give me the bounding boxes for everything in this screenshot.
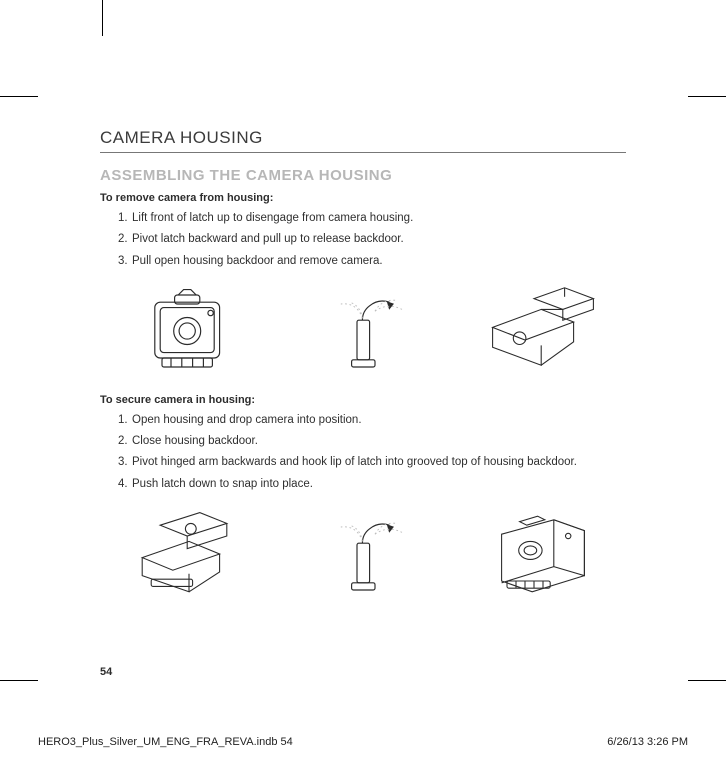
- figure-housing-closed-front: [463, 509, 622, 599]
- figure-housing-front-latch: [110, 286, 269, 376]
- list-item: 1.Lift front of latch up to disengage fr…: [118, 210, 626, 227]
- list-item: 3.Pull open housing backdoor and remove …: [118, 253, 626, 270]
- crop-mark: [0, 680, 38, 681]
- list-item: 4.Push latch down to snap into place.: [118, 476, 626, 493]
- figure-row-remove: [100, 280, 626, 394]
- page-content: CAMERA HOUSING ASSEMBLING THE CAMERA HOU…: [100, 0, 626, 708]
- print-footer: HERO3_Plus_Silver_UM_ENG_FRA_REVA.indb 5…: [38, 736, 688, 748]
- page-number: 54: [100, 666, 112, 678]
- list-item: 3.Pivot hinged arm backwards and hook li…: [118, 454, 626, 471]
- secure-steps: 1.Open housing and drop camera into posi…: [100, 412, 626, 493]
- crop-mark: [0, 96, 38, 97]
- remove-heading: To remove camera from housing:: [100, 192, 626, 204]
- section-subtitle: ASSEMBLING THE CAMERA HOUSING: [100, 167, 626, 184]
- figure-row-secure: [100, 503, 626, 617]
- figure-latch-pivot-side-2: [287, 509, 446, 599]
- section-title: CAMERA HOUSING: [100, 128, 626, 153]
- figure-latch-pivot-side: [287, 286, 446, 376]
- list-item: 2.Close housing backdoor.: [118, 433, 626, 450]
- secure-heading: To secure camera in housing:: [100, 394, 626, 406]
- list-item: 2.Pivot latch backward and pull up to re…: [118, 231, 626, 248]
- crop-mark: [688, 680, 726, 681]
- footer-left: HERO3_Plus_Silver_UM_ENG_FRA_REVA.indb 5…: [38, 736, 293, 748]
- footer-right: 6/26/13 3:26 PM: [607, 736, 688, 748]
- list-item: 1.Open housing and drop camera into posi…: [118, 412, 626, 429]
- crop-mark: [688, 96, 726, 97]
- remove-steps: 1.Lift front of latch up to disengage fr…: [100, 210, 626, 270]
- figure-housing-open-insert: [110, 509, 269, 599]
- figure-housing-open-remove: [463, 286, 622, 376]
